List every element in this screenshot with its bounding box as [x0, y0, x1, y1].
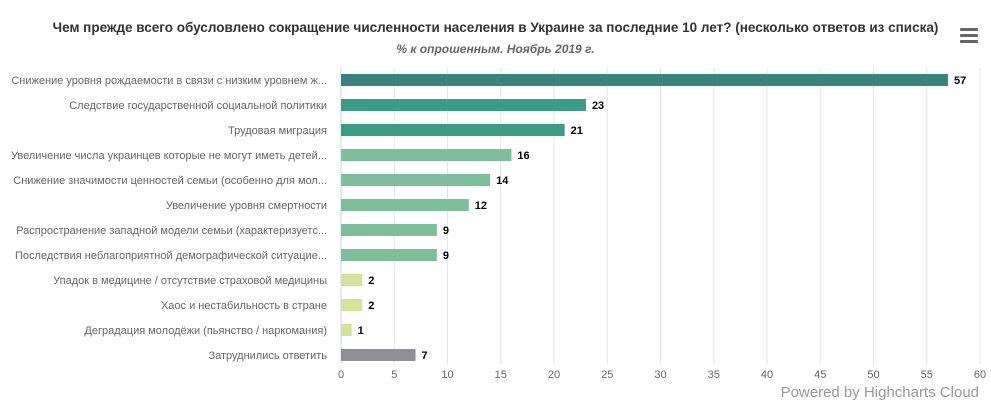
bar[interactable]: [341, 99, 586, 111]
category-label: Распространение западной модели семьи (х…: [16, 225, 327, 237]
bar[interactable]: [341, 274, 363, 286]
bar[interactable]: [341, 199, 469, 211]
category-label: Хаос и нестабильность в стране: [161, 300, 327, 312]
category-label: Упадок в медицине / отсутствие страховой…: [53, 275, 327, 287]
x-tick-label: 50: [867, 369, 879, 381]
x-tick-label: 20: [548, 369, 560, 381]
data-label: 14: [496, 175, 509, 187]
x-tick-label: 35: [708, 369, 720, 381]
bar[interactable]: [341, 324, 352, 336]
x-tick-label: 55: [921, 369, 933, 381]
chart-subtitle: % к опрошенным. Ноябрь 2019 г.: [396, 42, 595, 56]
data-label: 23: [592, 100, 604, 112]
bar[interactable]: [341, 124, 565, 136]
category-label: Увеличение числа украинцев которые не мо…: [11, 150, 327, 162]
data-label: 2: [368, 275, 374, 287]
x-tick-label: 40: [761, 369, 773, 381]
bar[interactable]: [341, 349, 416, 361]
hamburger-menu-icon[interactable]: [960, 28, 978, 44]
x-tick-label: 10: [441, 369, 453, 381]
data-label: 12: [475, 200, 487, 212]
x-tick-label: 0: [338, 369, 344, 381]
data-label: 16: [517, 150, 529, 162]
bar[interactable]: [341, 249, 437, 261]
category-label: Следствие государственной социальной пол…: [69, 100, 327, 112]
data-label: 2: [368, 300, 374, 312]
x-tick-label: 5: [391, 369, 397, 381]
bar[interactable]: [341, 74, 949, 86]
x-tick-label: 30: [654, 369, 666, 381]
x-tick-label: 45: [814, 369, 826, 381]
credits-link[interactable]: Powered by Highcharts Cloud: [780, 384, 979, 401]
x-tick-label: 15: [495, 369, 507, 381]
data-label: 9: [443, 225, 449, 237]
category-label: Последствия неблагоприятной демографичес…: [15, 250, 327, 262]
bar[interactable]: [341, 299, 363, 311]
x-tick-label: 25: [601, 369, 613, 381]
bar[interactable]: [341, 224, 437, 236]
data-label: 7: [422, 350, 428, 362]
x-tick-label: 60: [974, 369, 986, 381]
category-label: Снижение уровня рождаемости в связи с ни…: [11, 75, 327, 87]
category-label: Снижение значимости ценностей семьи (осо…: [13, 175, 327, 187]
data-label: 21: [571, 125, 583, 137]
data-label: 57: [954, 75, 966, 87]
chart-title: Чем прежде всего обусловлено сокращение …: [52, 20, 939, 35]
category-label: Затруднились ответить: [208, 350, 327, 362]
bar[interactable]: [341, 149, 512, 161]
category-label: Трудовая миграция: [228, 125, 327, 137]
data-label: 9: [443, 250, 449, 262]
bar[interactable]: [341, 174, 491, 186]
category-label: Деградация молодёжи (пьянство / наркоман…: [84, 325, 327, 337]
category-label: Увеличение уровня смертности: [166, 200, 327, 212]
data-label: 1: [358, 325, 364, 337]
